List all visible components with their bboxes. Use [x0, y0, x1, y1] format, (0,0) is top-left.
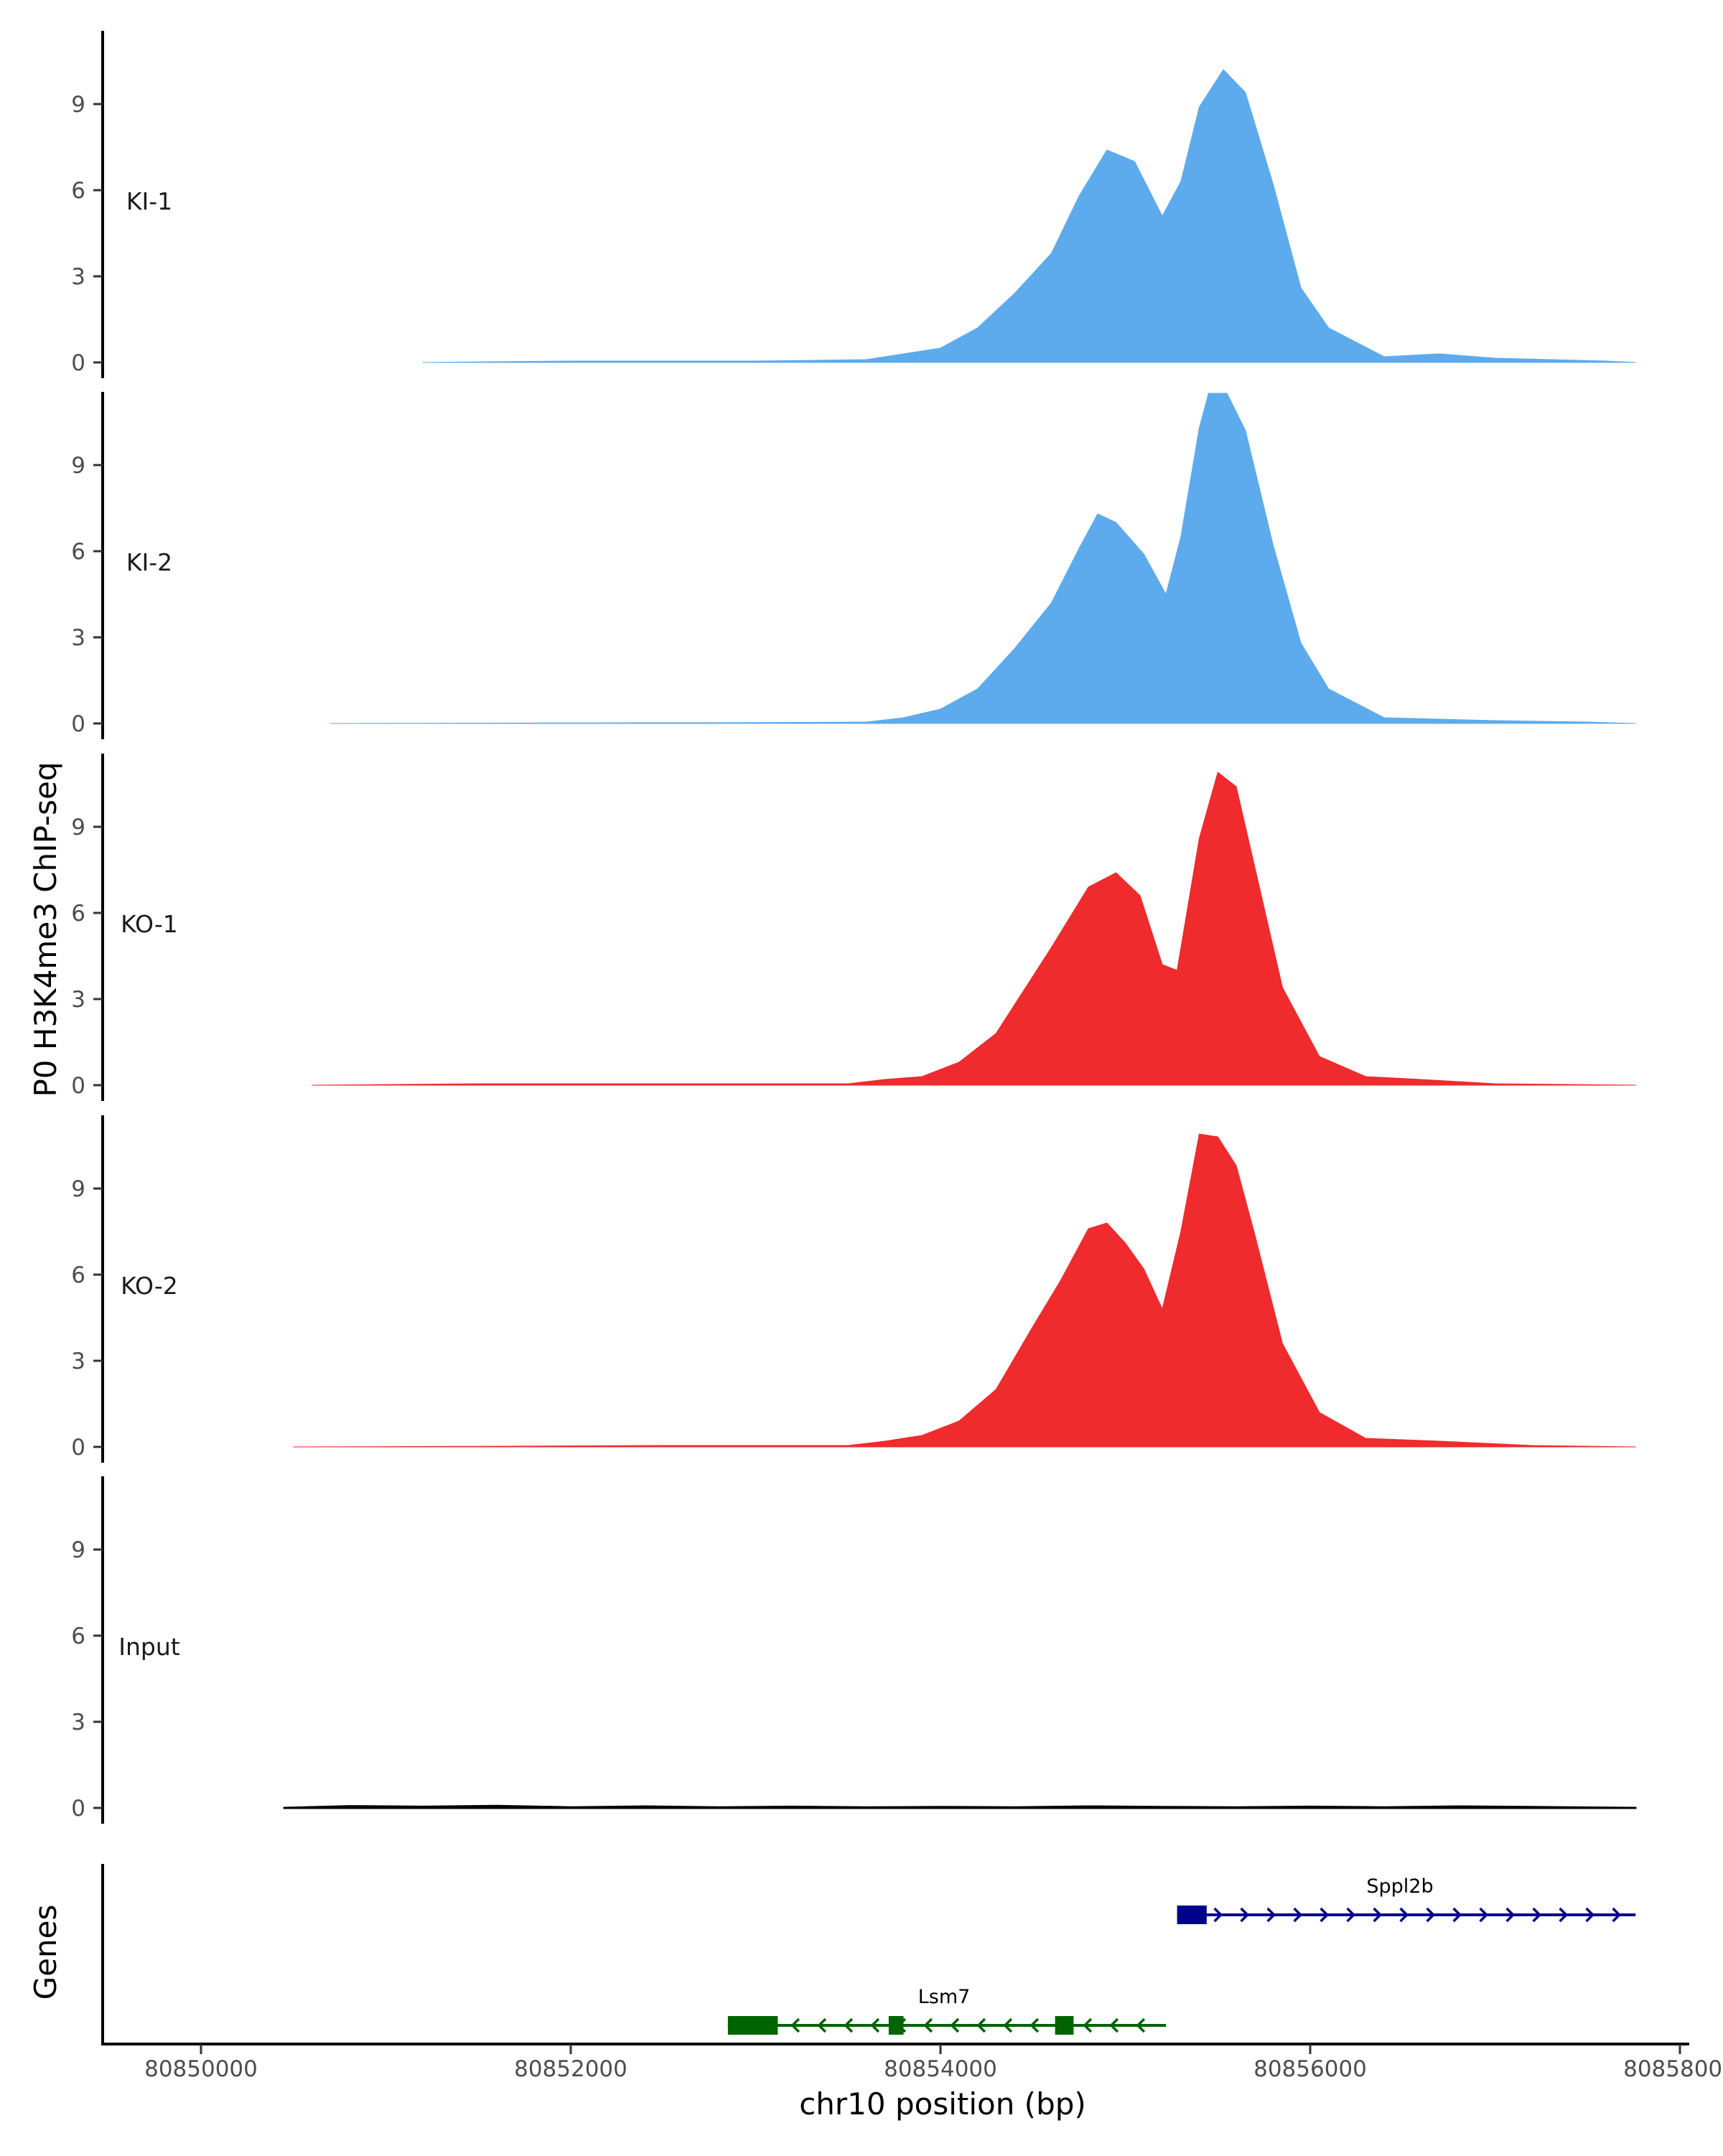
strand-arrow	[844, 2017, 854, 2033]
strand-arrow	[1479, 1907, 1488, 1923]
signal-area	[293, 1133, 1636, 1448]
y-tick-label: 6	[71, 539, 85, 565]
strand-arrow	[924, 2017, 933, 2033]
strand-arrow	[1585, 1907, 1594, 1923]
strand-arrow	[1266, 1907, 1276, 1923]
x-axis-title: chr10 position (bp)	[799, 2086, 1086, 2122]
signal-area	[330, 393, 1636, 724]
x-axis: 80850000 80852000 80854000 80856000 80858000	[101, 2043, 1723, 2082]
gene-exon	[888, 2016, 904, 2035]
strand-arrow	[1532, 1907, 1541, 1923]
track-label: KI-2	[126, 548, 172, 576]
strand-arrow	[1004, 2017, 1013, 2033]
strand-arrow	[1559, 1907, 1568, 1923]
x-tick-label: 80854000	[884, 2056, 997, 2082]
y-tick-label: 0	[71, 1073, 85, 1099]
gene-exon	[1055, 2016, 1074, 2035]
track-ki-2: 0 3 6 9 KI-2	[71, 392, 1636, 739]
genes-layer: Sppl2b Lsm7	[101, 1864, 1636, 2044]
track-ko-1: 0 3 6 9 KO-1	[71, 754, 1636, 1101]
strand-arrow	[871, 2017, 880, 2033]
y-tick-label: 3	[71, 264, 85, 290]
y-tick-label: 6	[71, 901, 85, 927]
gene-label: Lsm7	[918, 1986, 971, 2008]
y-tick-label: 9	[71, 815, 85, 840]
strand-arrow	[1320, 1907, 1329, 1923]
strand-arrow	[951, 2017, 960, 2033]
strand-arrow	[1136, 2017, 1146, 2033]
strand-arrow	[1452, 1907, 1462, 1923]
gene-exon	[727, 2016, 778, 2035]
genes-axis-title: Genes	[28, 1905, 63, 2000]
signal-area	[422, 69, 1636, 363]
strand-arrow	[1373, 1907, 1382, 1923]
y-tick-label: 6	[71, 1262, 85, 1288]
strand-arrow	[977, 2017, 986, 2033]
strand-arrow	[818, 2017, 827, 2033]
strand-arrow	[1612, 1907, 1621, 1923]
strand-arrow	[1110, 2017, 1119, 2033]
strand-arrow	[1213, 1907, 1223, 1923]
y-tick-label: 6	[71, 178, 85, 204]
y-tick-label: 9	[71, 1176, 85, 1202]
gene-label: Sppl2b	[1366, 1875, 1433, 1898]
y-tick-label: 0	[71, 1435, 85, 1461]
y-tick-label: 9	[71, 92, 85, 118]
gene-lsm7: Lsm7	[727, 1986, 1167, 2035]
y-tick-label: 9	[71, 1537, 85, 1563]
track-ko-2: 0 3 6 9 KO-2	[71, 1115, 1636, 1463]
x-tick-label: 80850000	[144, 2056, 258, 2082]
tracks-layer: 0 3 6 9 KI-1 0 3 6 9 KI-2 0 3 6 9 KO-1 0 3 6 9 KO-2 0 3 6 9 Inpu…	[71, 31, 1637, 1824]
gene-sppl2b: Sppl2b	[1177, 1875, 1636, 1924]
y-tick-label: 6	[71, 1623, 85, 1649]
signal-area	[312, 772, 1636, 1086]
track-label: KI-1	[126, 187, 172, 215]
x-tick-label: 80856000	[1253, 2056, 1367, 2082]
y-tick-label: 9	[71, 453, 85, 479]
y-tick-label: 0	[71, 1796, 85, 1822]
y-tick-label: 3	[71, 987, 85, 1013]
track-label: KO-2	[121, 1272, 178, 1300]
strand-arrow	[1346, 1907, 1355, 1923]
strand-arrow	[1083, 2017, 1093, 2033]
y-tick-label: 0	[71, 350, 85, 376]
y-tick-label: 3	[71, 1710, 85, 1735]
gene-exon	[1177, 1906, 1207, 1924]
y-axis-title: P0 H3K4me3 ChIP-seq	[28, 761, 63, 1097]
x-tick-label: 80852000	[514, 2056, 627, 2082]
strand-arrow	[1293, 1907, 1302, 1923]
y-tick-label: 0	[71, 711, 85, 737]
track-label: Input	[118, 1633, 180, 1661]
strand-arrow	[1505, 1907, 1515, 1923]
track-label: KO-1	[121, 910, 178, 938]
strand-arrow	[791, 2017, 800, 2033]
strand-arrow	[1240, 1907, 1249, 1923]
track-input: 0 3 6 9 Input	[71, 1476, 1637, 1824]
y-tick-label: 3	[71, 1349, 85, 1374]
strand-arrow	[1030, 2017, 1040, 2033]
track-ki-1: 0 3 6 9 KI-1	[71, 31, 1636, 378]
strand-arrow	[1426, 1907, 1435, 1923]
y-tick-label: 3	[71, 625, 85, 651]
strand-arrow	[1399, 1907, 1409, 1923]
signal-area	[283, 1804, 1637, 1809]
x-tick-label: 80858000	[1623, 2056, 1723, 2082]
